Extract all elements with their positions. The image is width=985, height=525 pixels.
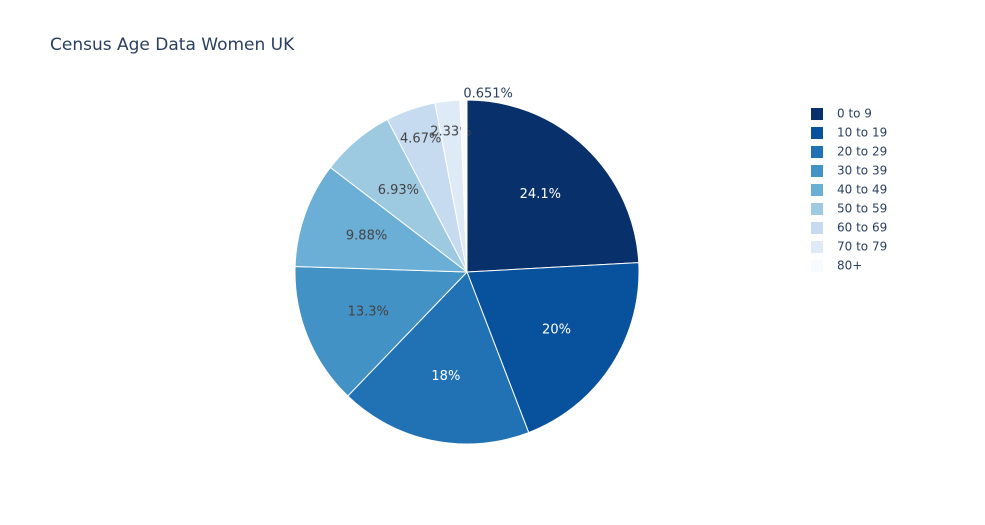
legend-label: 20 to 29 — [837, 145, 887, 159]
legend-label: 0 to 9 — [837, 107, 872, 121]
pie-slice — [466, 262, 640, 434]
legend-swatch — [811, 146, 823, 158]
legend-label: 70 to 79 — [837, 240, 887, 254]
slice-label: 0.651% — [463, 87, 513, 102]
legend-swatch — [811, 222, 823, 234]
pie-slice — [459, 99, 468, 273]
pie-slice — [294, 266, 469, 397]
pie-slice — [466, 99, 640, 273]
slice-label: 9.88% — [346, 229, 387, 244]
chart-title: Census Age Data Women UK — [50, 35, 295, 55]
legend-label: 80+ — [837, 259, 862, 273]
legend-swatch — [811, 165, 823, 177]
legend-swatch — [811, 203, 823, 215]
legend-label: 30 to 39 — [837, 164, 887, 178]
legend-swatch — [811, 127, 823, 139]
legend-swatch — [811, 260, 823, 272]
legend-swatch — [811, 241, 823, 253]
legend-label: 50 to 59 — [837, 202, 887, 216]
slice-label: 24.1% — [520, 187, 561, 202]
legend-swatch — [811, 184, 823, 196]
pie-slice — [294, 166, 469, 273]
slice-label: 18% — [431, 369, 460, 384]
slice-label: 6.93% — [378, 183, 419, 198]
slice-label: 13.3% — [348, 305, 389, 320]
legend-swatch — [811, 108, 823, 120]
legend-label: 40 to 49 — [837, 183, 887, 197]
slice-label: 20% — [542, 322, 571, 337]
legend-label: 10 to 19 — [837, 126, 887, 140]
pie-slice — [347, 271, 530, 445]
slice-label: 4.67% — [400, 131, 441, 146]
legend-label: 60 to 69 — [837, 221, 887, 235]
